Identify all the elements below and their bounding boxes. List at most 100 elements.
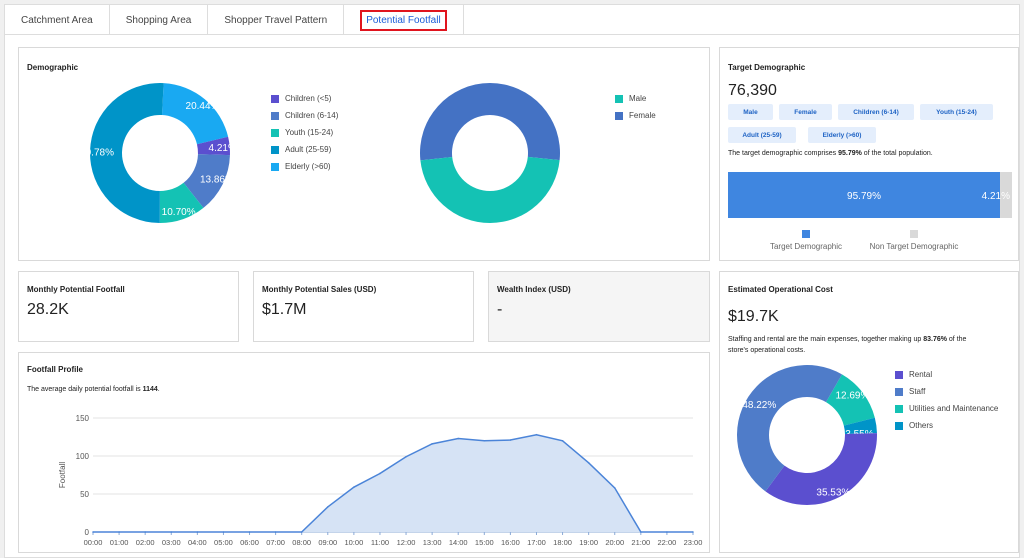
nontarget-bar-segment[interactable]	[1000, 172, 1012, 218]
data-point[interactable]	[405, 455, 407, 458]
data-point[interactable]	[613, 487, 616, 489]
wealth-index-card: Wealth Index (USD) -	[488, 271, 710, 342]
data-point[interactable]	[196, 531, 199, 533]
donut-slice[interactable]	[159, 182, 204, 223]
data-point[interactable]	[692, 531, 694, 533]
donut-slice[interactable]	[420, 82, 560, 161]
legend-label: Female	[629, 111, 656, 120]
legend-item[interactable]: Children (6-14)	[271, 107, 338, 124]
data-point[interactable]	[640, 531, 642, 533]
legend-item[interactable]: Staff	[895, 383, 998, 400]
tab-potential-footfall[interactable]: Potential Footfall	[344, 5, 464, 35]
y-axis-label: Footfall	[58, 462, 67, 488]
data-point[interactable]	[483, 440, 486, 442]
legend-label: Target Demographic	[769, 242, 843, 251]
legend-item[interactable]: Non Target Demographic	[870, 230, 958, 251]
chip-elderly[interactable]: Elderly (>60)	[808, 127, 876, 143]
data-point[interactable]	[561, 440, 564, 442]
legend-item[interactable]: Female	[615, 107, 656, 124]
legend-item[interactable]: Adult (25-59)	[271, 141, 338, 158]
data-label: 48.22%	[742, 400, 776, 411]
card-title: Target Demographic	[728, 63, 806, 72]
age-donut-chart: 20.44% 4.21% 13.86% 10.70% 50.78%	[85, 83, 235, 223]
x-tick-label: 04:00	[188, 538, 207, 547]
data-point[interactable]	[666, 531, 668, 533]
demographic-card: Demographic 20.44% 4.21% 13.86% 10.70% 50.78…	[18, 47, 710, 261]
legend-item[interactable]: Male	[615, 90, 656, 107]
chip-female[interactable]: Female	[779, 104, 832, 120]
x-tick-label: 10:00	[344, 538, 363, 547]
x-tick-label: 12:00	[397, 538, 416, 547]
y-tick-label: 0	[85, 528, 90, 537]
data-label: 95.79%	[847, 191, 881, 202]
tab-content: Demographic 20.44% 4.21% 13.86% 10.70% 50.78…	[4, 34, 1020, 558]
data-point[interactable]	[535, 433, 538, 436]
data-point[interactable]	[170, 531, 173, 533]
donut-slice[interactable]	[420, 156, 560, 223]
legend-item[interactable]: Target Demographic	[770, 230, 842, 251]
donut-slice[interactable]	[737, 365, 842, 492]
chip-children[interactable]: Children (6-14)	[838, 104, 914, 120]
chip-youth[interactable]: Youth (15-24)	[920, 104, 993, 120]
legend-label: Children (<5)	[285, 94, 332, 103]
donut-slice[interactable]	[826, 374, 875, 426]
data-point[interactable]	[248, 531, 251, 533]
wealth-index-value: -	[497, 301, 503, 318]
legend-label: Non Target Demographic	[869, 242, 959, 251]
data-label: 4.21%	[209, 143, 235, 154]
data-point[interactable]	[509, 439, 512, 441]
chip-male[interactable]: Male	[728, 104, 773, 120]
monthly-footfall-card: Monthly Potential Footfall 28.2K	[18, 271, 239, 342]
desc-percentage: 83.76%	[923, 336, 947, 343]
x-tick-label: 20:00	[605, 538, 624, 547]
x-tick-label: 21:00	[631, 538, 650, 547]
desc-value: 1144	[142, 386, 158, 393]
footfall-area-chart: 0 50 100 150 00:00 01:00 02:00 03:00 04:00 05:00 0…	[58, 414, 702, 547]
data-point[interactable]	[300, 531, 303, 533]
data-point[interactable]	[274, 531, 277, 533]
legend-item[interactable]: Elderly (>60)	[271, 158, 338, 175]
legend-item[interactable]: Others	[895, 417, 998, 434]
legend-label: Adult (25-59)	[285, 145, 332, 154]
chip-adult[interactable]: Adult (25-59)	[728, 127, 796, 143]
tab-label: Shopping Area	[125, 14, 192, 26]
tab-shopping-area[interactable]: Shopping Area	[110, 5, 209, 35]
desc-text: of the total population.	[861, 150, 933, 157]
donut-slice[interactable]	[90, 83, 164, 223]
tab-catchment-area[interactable]: Catchment Area	[5, 5, 110, 35]
data-point[interactable]	[457, 437, 460, 440]
legend-label: Male	[629, 94, 647, 103]
legend-item[interactable]: Youth (15-24)	[271, 124, 338, 141]
data-point[interactable]	[353, 486, 355, 488]
legend-swatch	[802, 230, 810, 238]
target-description: The target demographic comprises 95.79% …	[728, 150, 933, 157]
x-tick-label: 18:00	[553, 538, 572, 547]
legend-swatch	[271, 94, 279, 103]
data-point[interactable]	[587, 462, 590, 464]
tab-label: Catchment Area	[21, 14, 93, 26]
tab-shopper-travel-pattern[interactable]: Shopper Travel Pattern	[208, 5, 345, 35]
legend-label: Staff	[909, 387, 926, 396]
legend-item[interactable]: Children (<5)	[271, 90, 338, 107]
donut-slice[interactable]	[183, 154, 230, 208]
legend-item[interactable]: Utilities and Maintenance	[895, 400, 998, 417]
donut-slice[interactable]	[843, 417, 877, 434]
data-point[interactable]	[118, 531, 120, 533]
data-point[interactable]	[144, 531, 146, 533]
opcost-description: Staffing and rental are the main expense…	[728, 334, 966, 356]
legend-swatch	[895, 404, 903, 413]
legend-swatch	[895, 421, 903, 430]
donut-slice[interactable]	[765, 433, 877, 505]
data-point[interactable]	[92, 531, 94, 533]
legend-item[interactable]: Rental	[895, 366, 998, 383]
data-point[interactable]	[326, 506, 329, 508]
data-point[interactable]	[222, 531, 225, 533]
donut-slice[interactable]	[196, 136, 230, 156]
target-bar-segment[interactable]	[728, 172, 1001, 218]
donut-slice[interactable]	[161, 83, 229, 145]
data-label: 20.44%	[186, 101, 220, 112]
legend-label: Rental	[909, 370, 933, 379]
data-point[interactable]	[431, 443, 433, 445]
data-point[interactable]	[379, 472, 381, 475]
desc-text: The average daily potential footfall is	[27, 386, 143, 393]
